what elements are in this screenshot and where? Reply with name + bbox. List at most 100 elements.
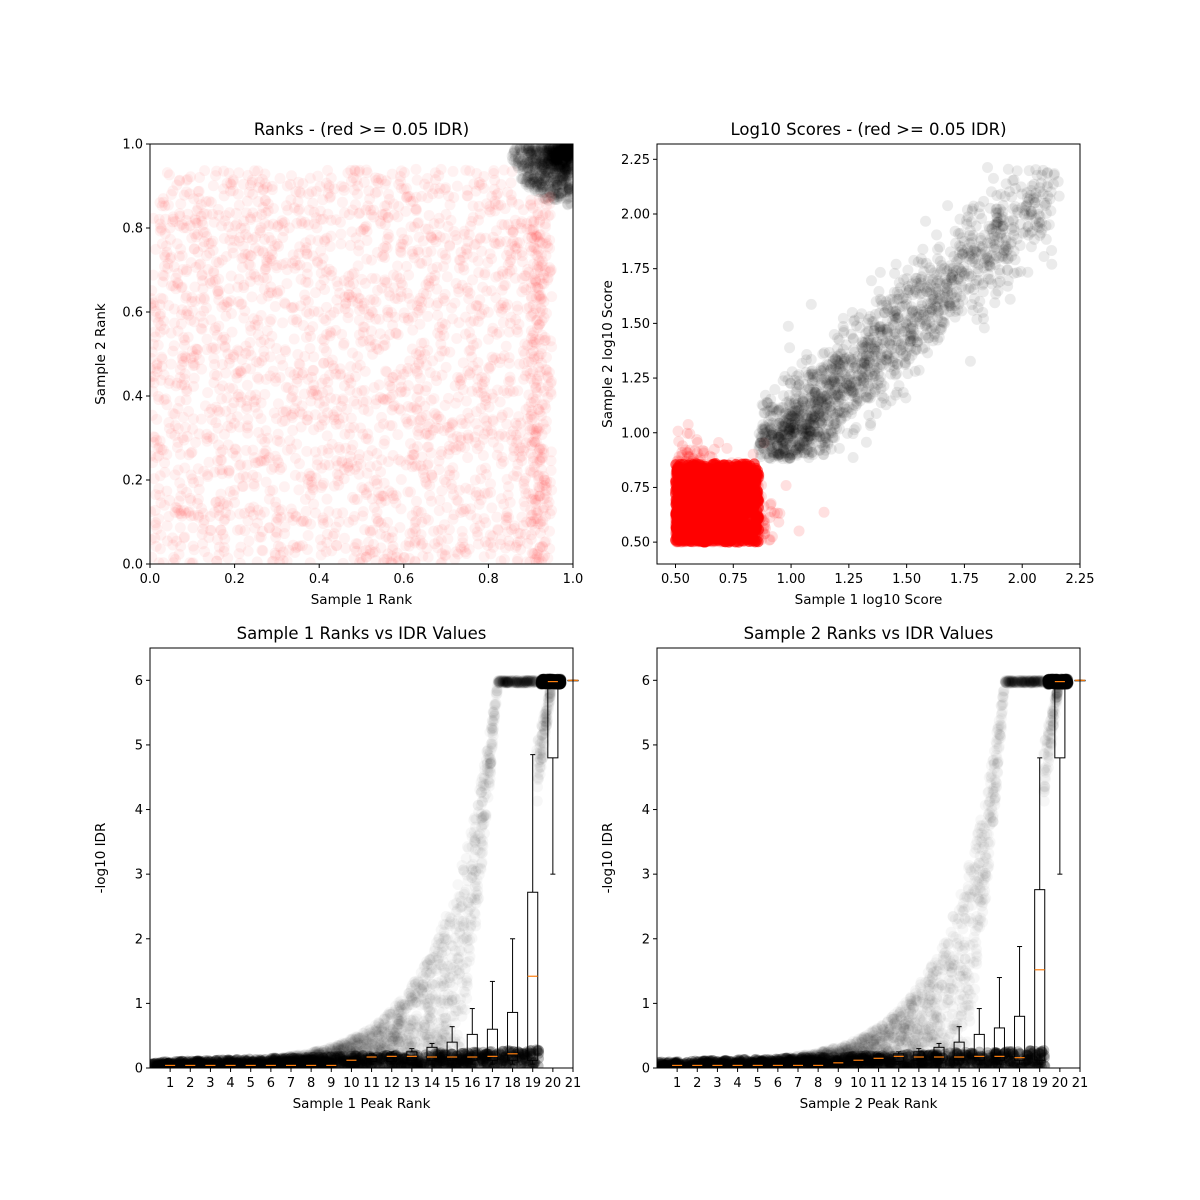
red-point [376,411,388,423]
red-point [327,530,339,542]
red-point [312,256,324,268]
red-point [212,203,224,215]
red-point [181,430,193,442]
red-point [182,208,194,220]
red-point [546,341,558,353]
red-point [285,409,297,421]
red-point [303,188,315,200]
red-point [430,174,442,186]
red-point [470,490,482,502]
red-point [368,294,380,306]
red-point [421,427,433,439]
red-point [502,259,514,271]
red-point [227,349,239,361]
red-point [344,428,356,440]
red-point [324,240,336,252]
y-tick-label: 0.6 [122,306,143,321]
red-point [174,477,186,489]
red-point [518,478,530,490]
red-point [164,233,176,245]
red-point [216,254,228,266]
red-point [264,522,276,534]
red-point [353,208,365,220]
red-point [258,351,270,363]
red-point [250,389,262,401]
red-point [436,345,448,357]
red-point [322,443,334,455]
red-point [163,378,175,390]
red-point [517,256,529,268]
red-point [401,260,413,272]
red-point [328,414,340,426]
red-point [247,207,259,219]
red-point [471,513,483,525]
red-point [150,371,157,383]
red-point [242,169,254,181]
red-point [447,419,459,431]
red-point [512,536,524,548]
red-point [393,200,405,212]
red-point [525,311,537,323]
red-point [540,238,552,250]
red-point [271,527,283,539]
red-point [258,183,270,195]
red-point [237,480,249,492]
red-point [347,295,359,307]
red-point [228,417,240,429]
red-point [456,374,468,386]
red-point [512,434,524,446]
red-point [495,555,507,564]
red-point [256,245,268,257]
red-point [226,326,238,338]
red-point [248,480,260,492]
red-point [295,215,307,227]
red-point [261,254,273,266]
red-point [167,407,179,419]
red-point [353,468,365,480]
red-point [511,420,523,432]
red-point [537,452,549,464]
red-point [232,367,244,379]
red-point [292,349,304,361]
red-point [434,231,446,243]
red-point [429,538,441,550]
red-point [406,461,418,473]
red-point [500,514,512,526]
red-point [338,463,350,475]
red-point [312,389,324,401]
red-point [154,299,166,311]
red-point [220,367,232,379]
red-point [344,450,356,462]
red-point [331,468,343,480]
red-point [462,452,474,464]
red-point [208,352,220,364]
red-point [525,466,537,478]
red-point [216,220,228,232]
red-point [348,395,360,407]
red-point [295,471,307,483]
red-point [151,434,163,446]
red-point [519,528,531,540]
red-point [416,516,428,528]
red-point [242,427,254,439]
red-point [318,274,330,286]
red-point [218,541,230,553]
red-point [151,359,163,371]
red-point [450,278,462,290]
red-point [515,218,527,230]
red-point [156,351,168,363]
red-point [462,235,474,247]
red-point [413,295,425,307]
red-point [274,556,286,564]
red-point [421,542,433,554]
red-point [302,277,314,289]
red-point [427,424,439,436]
red-point [444,426,456,438]
red-point [540,415,552,427]
x-tick-label: 0.2 [224,572,245,587]
red-point [444,469,456,481]
red-point [526,356,538,368]
red-point [512,527,524,539]
red-point [161,246,173,258]
red-point [330,214,342,226]
